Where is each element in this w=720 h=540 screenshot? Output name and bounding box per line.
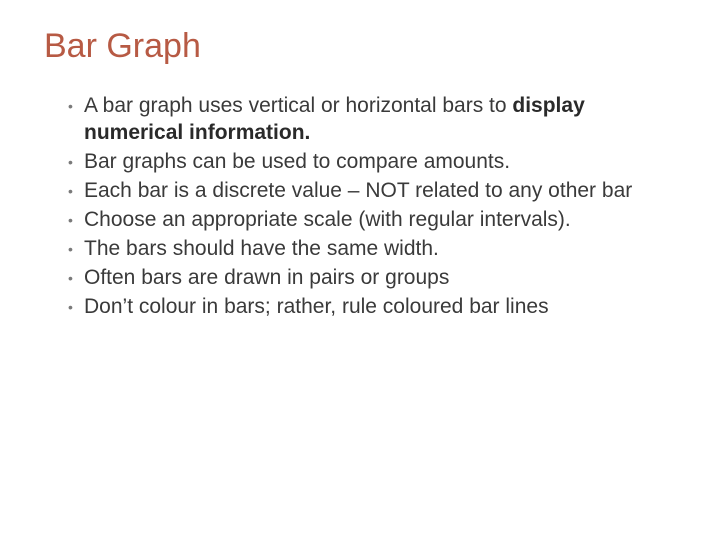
list-item: Each bar is a discrete value – NOT relat… [68,178,676,205]
list-item: Choose an appropriate scale (with regula… [68,207,676,234]
bullet-list: A bar graph uses vertical or horizontal … [68,93,676,320]
list-item: Don’t colour in bars; rather, rule colou… [68,294,676,321]
list-item: Bar graphs can be used to compare amount… [68,149,676,176]
list-item: The bars should have the same width. [68,236,676,263]
list-item: Often bars are drawn in pairs or groups [68,265,676,292]
list-item: A bar graph uses vertical or horizontal … [68,93,676,147]
slide: Bar Graph A bar graph uses vertical or h… [0,0,720,540]
slide-title: Bar Graph [44,28,676,65]
